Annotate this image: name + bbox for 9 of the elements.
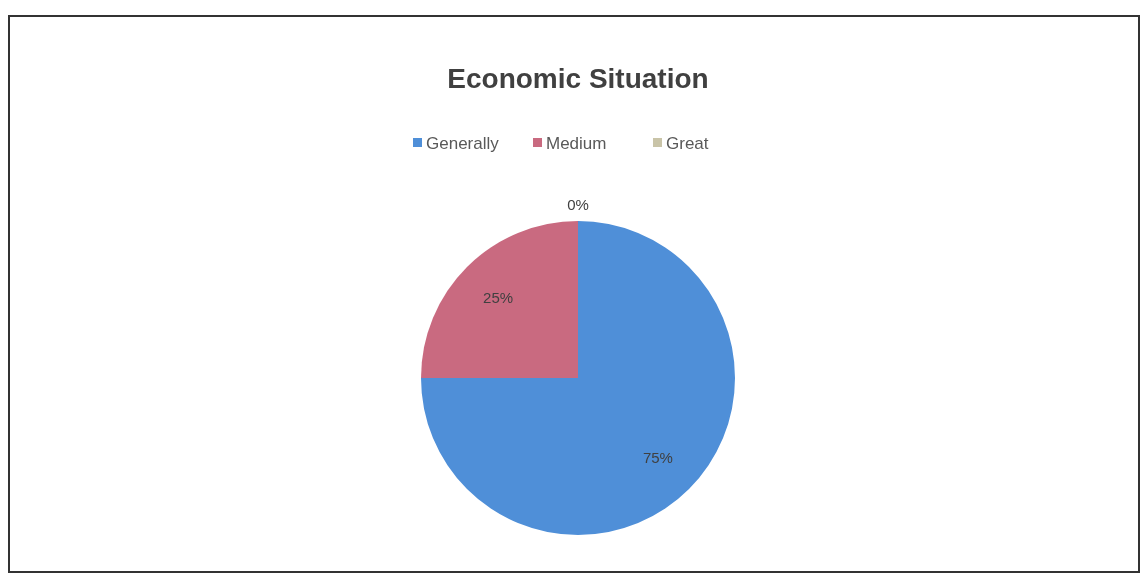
legend-label: Medium [546, 133, 607, 153]
data-label: 75% [642, 449, 673, 467]
pie-slice [421, 221, 735, 535]
text: 0% [567, 196, 589, 214]
chart-title: Economic Situation [447, 63, 709, 94]
pie-slice [421, 221, 578, 378]
legend-label: Generally [426, 133, 500, 153]
data-label: 25% [483, 289, 514, 307]
legend-label: Great [666, 133, 709, 153]
